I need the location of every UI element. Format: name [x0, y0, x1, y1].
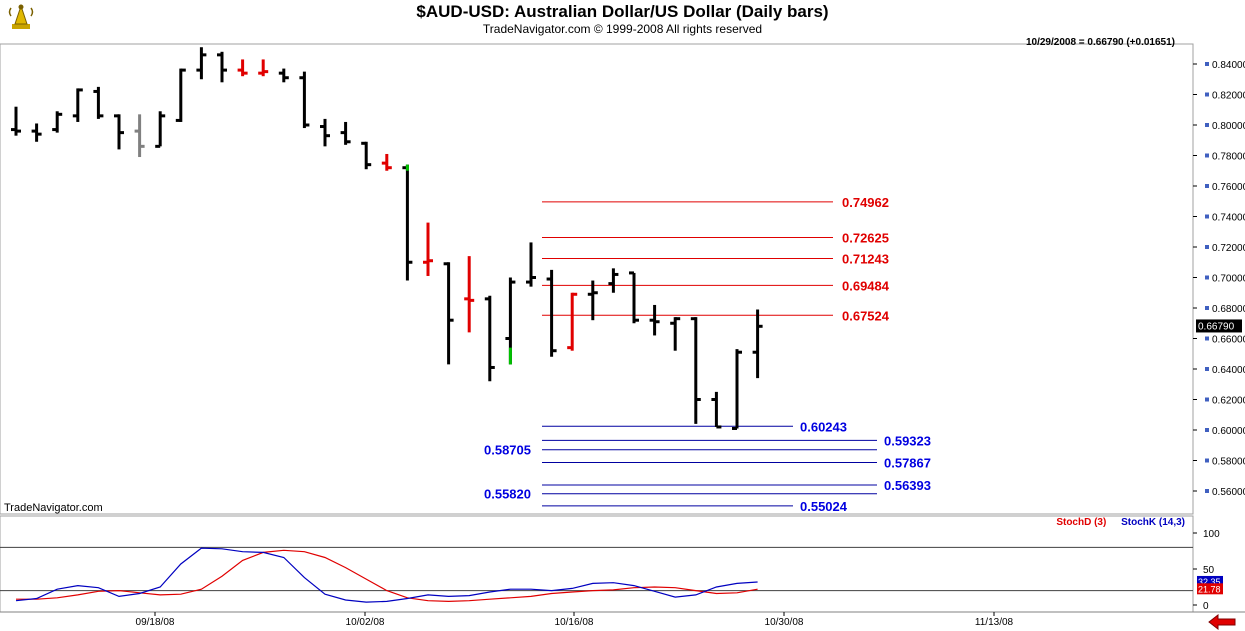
price-tick-label: 0.78000: [1212, 152, 1245, 163]
price-tick-marker: [1205, 275, 1209, 280]
price-tick-marker: [1205, 214, 1209, 219]
date-tick-label: 11/13/08: [975, 617, 1014, 628]
legend-stoch-d: StochD (3): [1056, 517, 1107, 528]
support-label: 0.59323: [884, 433, 931, 448]
price-tick-label: 0.80000: [1212, 121, 1245, 132]
price-tick-marker: [1205, 336, 1209, 341]
price-tick-label: 0.70000: [1212, 274, 1245, 285]
stoch-d-line: [16, 549, 758, 603]
price-tick-marker: [1205, 367, 1209, 371]
support-label: 0.55820: [484, 487, 531, 502]
stoch-tick-label: 0: [1203, 601, 1209, 612]
price-tick-label: 0.56000: [1212, 487, 1245, 498]
price-tick-marker: [1205, 397, 1209, 402]
price-tick-label: 0.62000: [1212, 396, 1245, 407]
resistance-label: 0.69484: [842, 278, 890, 293]
stoch-k-value: 32.35: [1198, 577, 1221, 587]
price-tick-marker: [1205, 184, 1209, 188]
date-tick-label: 09/18/08: [136, 617, 175, 628]
date-tick-label: 10/02/08: [346, 617, 385, 628]
price-tick-marker: [1205, 62, 1209, 66]
support-label: 0.57867: [884, 456, 931, 471]
price-tick-label: 0.74000: [1212, 213, 1245, 224]
price-tick-marker: [1205, 92, 1209, 97]
legend-stoch-k: StochK (14,3): [1121, 517, 1185, 528]
chart-title: $AUD-USD: Australian Dollar/US Dollar (D…: [416, 2, 829, 21]
price-tick-marker: [1205, 245, 1209, 249]
price-tick-label: 0.68000: [1212, 304, 1245, 315]
price-tick-label: 0.60000: [1212, 426, 1245, 437]
price-tick-marker: [1205, 123, 1209, 127]
price-tick-label: 0.76000: [1212, 182, 1245, 193]
last-quote: 10/29/2008 = 0.66790 (+0.01651): [1025, 37, 1175, 48]
support-label: 0.58705: [484, 443, 531, 458]
price-tick-label: 0.84000: [1212, 60, 1245, 71]
signal-tower-logo-icon: [8, 4, 34, 29]
stoch-panel-frame: [0, 515, 1194, 613]
price-tick-label: 0.66000: [1212, 335, 1245, 346]
resistance-label: 0.71243: [842, 252, 889, 267]
price-tick-label: 0.64000: [1212, 365, 1245, 376]
chart-subtitle: TradeNavigator.com © 1999-2008 All right…: [482, 22, 763, 36]
last-price-label: 0.66790: [1198, 321, 1235, 332]
resistance-label: 0.72625: [842, 230, 889, 245]
date-tick-label: 10/30/08: [765, 617, 804, 628]
stoch-tick-label: 50: [1203, 565, 1215, 576]
price-tick-marker: [1205, 458, 1209, 463]
price-tick-marker: [1205, 306, 1209, 310]
resistance-label: 0.67524: [842, 308, 890, 323]
support-label: 0.60243: [800, 419, 847, 434]
price-panel-frame: [0, 43, 1194, 515]
price-tick-label: 0.58000: [1212, 457, 1245, 468]
stochastic-legend: StochD (3) StochK (14,3): [1056, 517, 1185, 528]
stoch-d-badge: [1197, 583, 1223, 595]
support-label: 0.55024: [800, 499, 848, 514]
price-tick-label: 0.82000: [1212, 91, 1245, 102]
stoch-tick-label: 100: [1203, 529, 1220, 540]
date-tick-label: 10/16/08: [555, 617, 594, 628]
stoch-k-badge: [1197, 575, 1223, 587]
watermark: TradeNavigator.com: [4, 502, 103, 514]
back-arrow-icon[interactable]: [1208, 614, 1236, 630]
price-tick-marker: [1205, 428, 1209, 432]
support-label: 0.56393: [884, 478, 931, 493]
stoch-d-value: 21.78: [1198, 584, 1221, 594]
stoch-k-line: [15, 547, 758, 603]
price-tick-marker: [1205, 153, 1209, 158]
price-tick-marker: [1205, 489, 1209, 493]
resistance-label: 0.74962: [842, 195, 889, 210]
last-price-badge: [1196, 319, 1242, 333]
price-tick-label: 0.72000: [1212, 243, 1245, 254]
